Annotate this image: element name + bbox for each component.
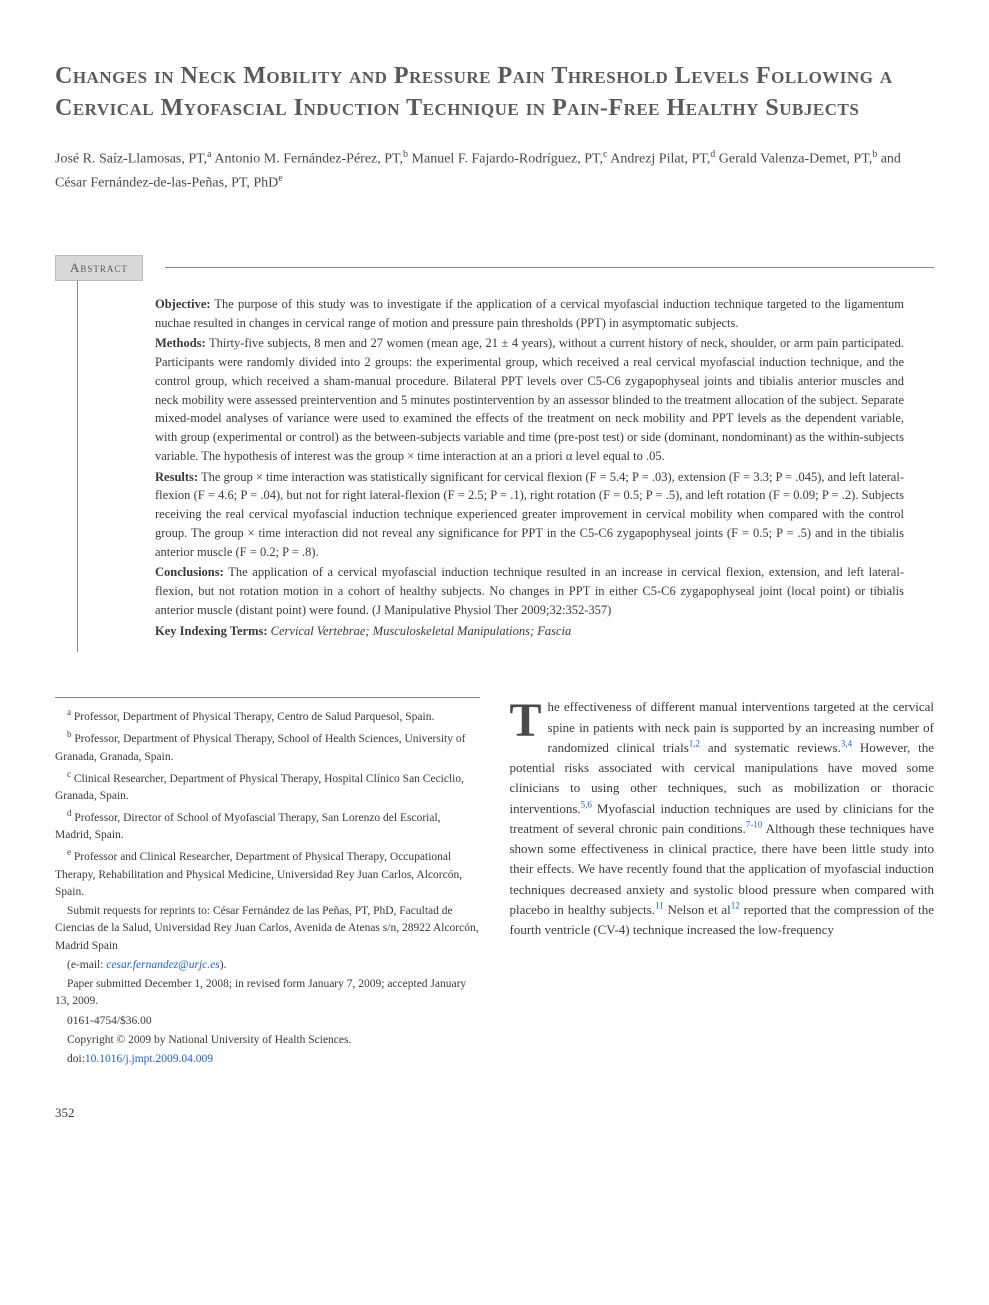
methods-text: Thirty-five subjects, 8 men and 27 women…	[155, 336, 904, 463]
dropcap: T	[510, 697, 548, 741]
affiliation-b: b Professor, Department of Physical Ther…	[55, 728, 480, 765]
abstract-body: Objective: The purpose of this study was…	[95, 255, 934, 653]
keywords-head: Key Indexing Terms:	[155, 624, 268, 638]
affiliation-e: e Professor and Clinical Researcher, Dep…	[55, 846, 480, 901]
conclusions-text: The application of a cervical myofascial…	[155, 565, 904, 617]
doi-link[interactable]: 10.1016/j.jmpt.2009.04.009	[85, 1053, 213, 1065]
doi-line: doi:10.1016/j.jmpt.2009.04.009	[55, 1051, 480, 1068]
page-number: 352	[55, 1105, 934, 1121]
objective-head: Objective:	[155, 297, 211, 311]
conclusions-head: Conclusions:	[155, 565, 224, 579]
issn-price: 0161-4754/$36.00	[55, 1013, 480, 1030]
affiliations-column: a Professor, Department of Physical Ther…	[55, 697, 480, 1070]
results-text: The group × time interaction was statist…	[155, 470, 904, 559]
affiliation-a: a Professor, Department of Physical Ther…	[55, 706, 480, 726]
copyright-line: Copyright © 2009 by National University …	[55, 1032, 480, 1049]
email-link[interactable]: cesar.fernandez@urjc.es	[106, 959, 219, 971]
methods-head: Methods:	[155, 336, 206, 350]
intro-text: he effectiveness of different manual int…	[510, 699, 935, 937]
abstract-rule-left	[77, 280, 78, 653]
keywords-text: Cervical Vertebrae; Musculoskeletal Mani…	[268, 624, 572, 638]
results-head: Results:	[155, 470, 198, 484]
intro-column: The effectiveness of different manual in…	[510, 697, 935, 1070]
affiliation-c: c Clinical Researcher, Department of Phy…	[55, 768, 480, 805]
abstract-rule-top	[165, 267, 934, 268]
submission-dates: Paper submitted December 1, 2008; in rev…	[55, 976, 480, 1011]
abstract-section: Abstract Objective: The purpose of this …	[55, 255, 934, 653]
two-column-area: a Professor, Department of Physical Ther…	[55, 697, 934, 1070]
abstract-label: Abstract	[55, 255, 143, 281]
email-line: (e-mail: cesar.fernandez@urjc.es).	[55, 957, 480, 974]
authors-line: José R. Saíz-Llamosas, PT,a Antonio M. F…	[55, 147, 934, 195]
correspondence: Submit requests for reprints to: César F…	[55, 903, 480, 955]
article-title: Changes in Neck Mobility and Pressure Pa…	[55, 60, 934, 125]
affiliation-d: d Professor, Director of School of Myofa…	[55, 807, 480, 844]
objective-text: The purpose of this study was to investi…	[155, 297, 904, 330]
